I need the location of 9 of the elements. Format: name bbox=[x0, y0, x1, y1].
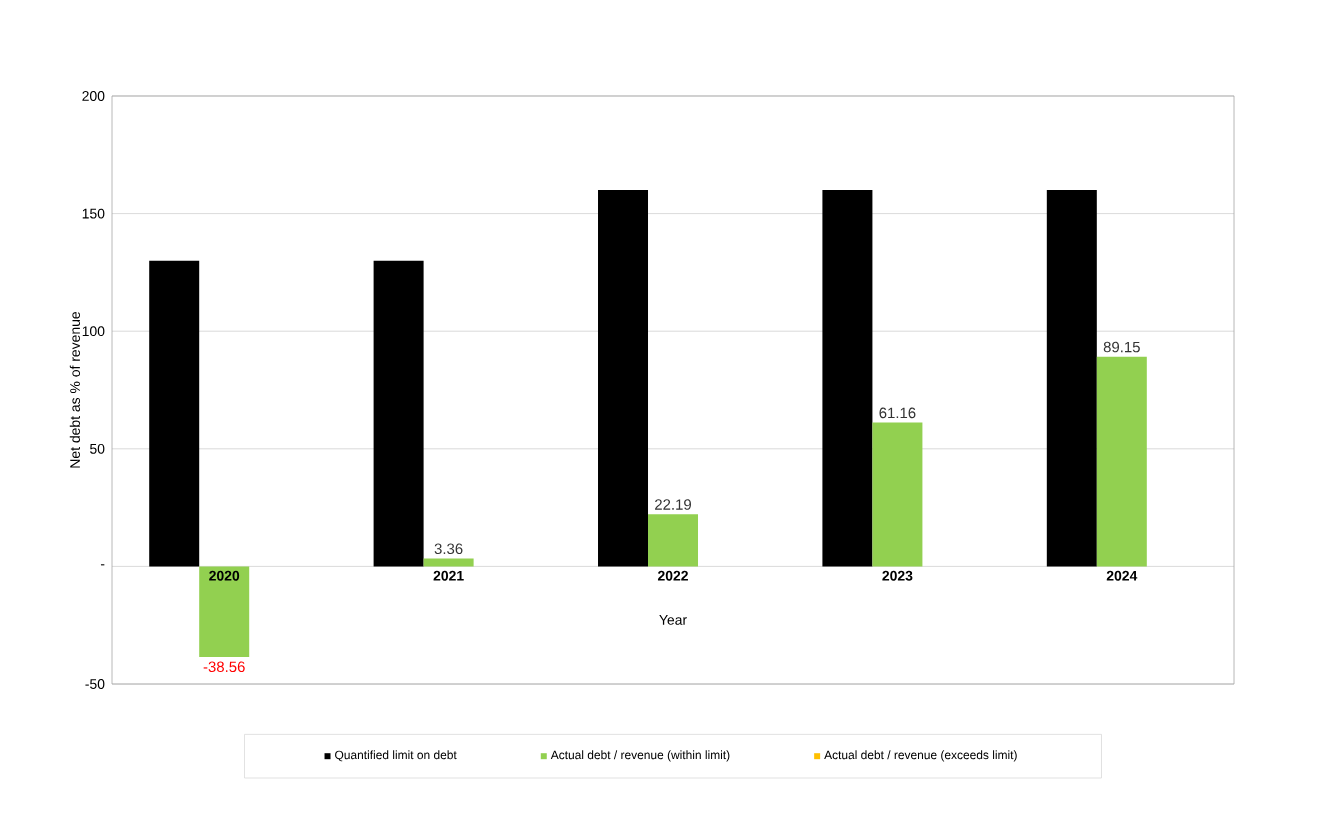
bar bbox=[872, 422, 923, 567]
bar bbox=[598, 190, 649, 567]
bar bbox=[1096, 356, 1147, 567]
bar bbox=[648, 514, 699, 567]
bar bbox=[822, 190, 873, 567]
bar bbox=[1046, 190, 1097, 567]
bar bbox=[199, 566, 250, 658]
bar bbox=[373, 260, 424, 567]
bar bbox=[149, 260, 200, 567]
